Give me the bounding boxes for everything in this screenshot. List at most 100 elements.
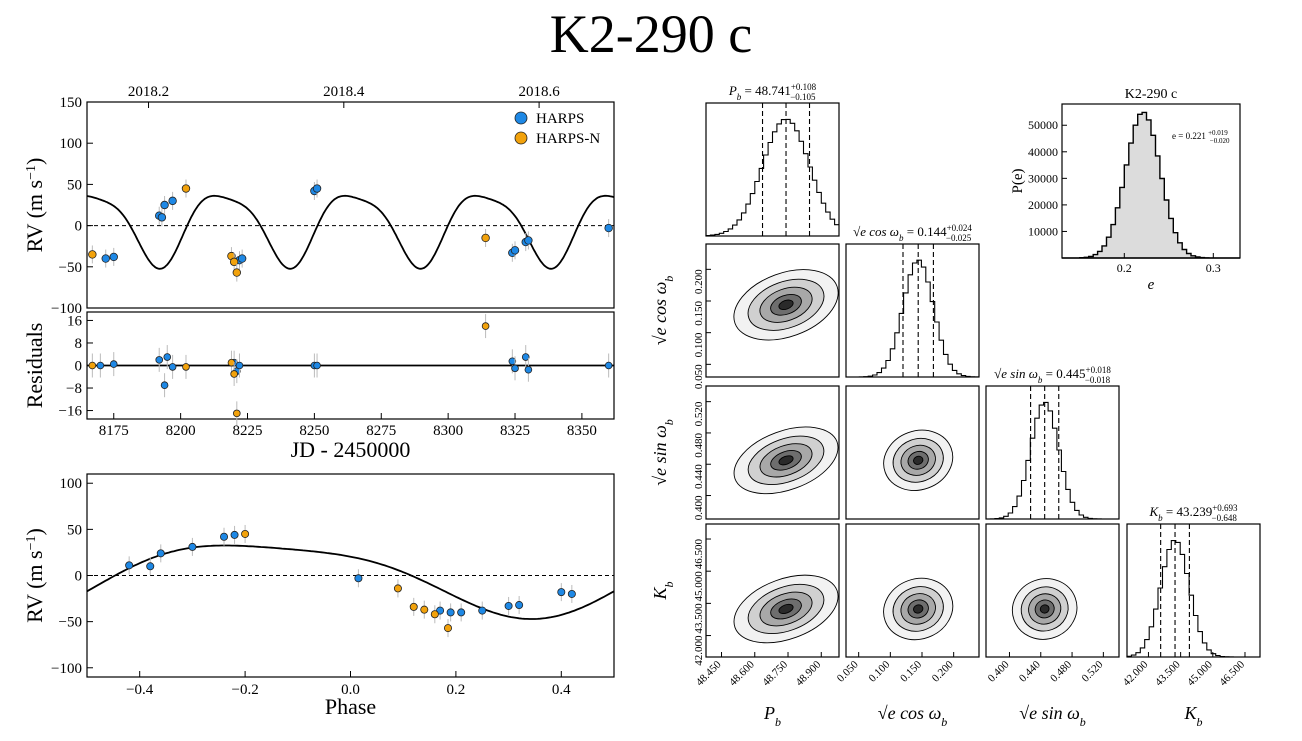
corner-contour-level bbox=[778, 455, 794, 466]
corner-ytick-label: 46.500 bbox=[693, 539, 705, 570]
corner-title-1: √e cos ωb = 0.144+0.024 −0.025 bbox=[853, 223, 972, 243]
residual-point-harps bbox=[235, 361, 244, 370]
rv-phase-point-harpsn bbox=[420, 605, 429, 614]
corner-ytick-label: 0.440 bbox=[693, 464, 705, 489]
rv-time-point-harpsn bbox=[88, 250, 97, 259]
corner-ytick-label: 43.500 bbox=[693, 603, 705, 634]
corner-xlabel-2: √e sin ωb bbox=[1019, 703, 1086, 729]
residuals-xtick-label: 8325 bbox=[500, 423, 530, 439]
rv-time-ytick-label: 150 bbox=[60, 95, 83, 111]
rv-phase-point-harps bbox=[125, 561, 134, 570]
corner-panel-frame bbox=[845, 385, 980, 520]
corner-contours-3-2 bbox=[1011, 578, 1078, 640]
corner-ytick-label: 42.000 bbox=[693, 635, 705, 666]
residual-point-harpsn bbox=[227, 358, 236, 367]
corner-ylabel-2: √e sin ωb bbox=[650, 419, 676, 486]
corner-ylabel-1: √e cos ωb bbox=[650, 276, 676, 346]
e-hist-title: K2-290 c bbox=[1125, 87, 1178, 102]
rv-phase-xtick-label: −0.4 bbox=[126, 682, 154, 698]
rv-time-point-harps bbox=[312, 184, 322, 193]
rv-time-ylabel: RV (m s−1) bbox=[22, 158, 47, 253]
corner-xtick-label: 45.000 bbox=[1185, 658, 1215, 688]
corner-contours-3-0 bbox=[733, 574, 839, 644]
rv-phase-point-harps bbox=[230, 530, 239, 539]
corner-contours-2-1 bbox=[883, 429, 954, 491]
corner-contour-level bbox=[913, 455, 924, 465]
corner-hist-1 bbox=[846, 259, 979, 378]
e-hist-xtick-label: 0.2 bbox=[1117, 261, 1132, 275]
corner-ytick-label: 0.400 bbox=[693, 495, 705, 520]
e-hist-ytick-label: 30000 bbox=[1028, 171, 1058, 185]
corner-panel-frame bbox=[705, 385, 840, 520]
rv-phase-point-harpsn bbox=[430, 610, 439, 619]
corner-ytick-label: 0.100 bbox=[693, 332, 705, 357]
rv-phase-point-harps bbox=[478, 606, 487, 615]
corner-xtick-label: 0.520 bbox=[1079, 658, 1105, 684]
corner-xtick-label: 48.600 bbox=[727, 658, 757, 688]
residual-point-harpsn bbox=[182, 363, 190, 371]
rv-phase-ytick-label: −50 bbox=[59, 615, 82, 631]
rv-phase-point-harpsn bbox=[443, 624, 452, 633]
rv-phase-point-harps bbox=[457, 608, 466, 617]
phase-xlabel: Phase bbox=[325, 694, 376, 719]
corner-title-0: Pb = 48.741+0.108 −0.105 bbox=[728, 82, 817, 102]
corner-ytick-label: 0.480 bbox=[693, 432, 705, 457]
corner-panel-frame bbox=[705, 102, 840, 237]
corner-xtick-label: 0.480 bbox=[1048, 658, 1074, 684]
residuals-ytick-label: 0 bbox=[75, 359, 83, 375]
residuals-ytick-label: 16 bbox=[67, 313, 83, 329]
rv-phase-point-harps bbox=[220, 532, 229, 541]
corner-title-2: √e sin ωb = 0.445+0.018 −0.018 bbox=[994, 365, 1111, 385]
rv-phase-xtick-label: 0.2 bbox=[447, 682, 466, 698]
corner-contours-2-0 bbox=[733, 426, 839, 495]
page-title: K2-290 c bbox=[549, 4, 753, 64]
corner-xtick-label: 0.100 bbox=[866, 658, 892, 684]
residual-point-harps bbox=[521, 353, 530, 361]
rv-phase-xtick-label: −0.2 bbox=[231, 682, 258, 698]
rv-phase-point-harps bbox=[557, 588, 566, 597]
e-hist-annotation: e = 0.221 +0.019 −0.020 bbox=[1172, 129, 1230, 145]
rv-phase-point-harpsn bbox=[241, 529, 250, 538]
corner-xlabel-1: √e cos ωb bbox=[878, 703, 948, 729]
e-hist-ylabel: P(e) bbox=[1010, 169, 1026, 194]
residual-point-harpsn bbox=[233, 409, 241, 418]
corner-xlabel-3: Kb bbox=[1183, 703, 1202, 729]
corner-ytick-label: 0.520 bbox=[693, 401, 705, 426]
rv-phase-point-harps bbox=[354, 574, 363, 583]
rv-phase-point-harps bbox=[146, 562, 155, 571]
corner-title-3: Kb = 43.239+0.693 −0.648 bbox=[1148, 503, 1238, 523]
corner-xtick-label: 0.050 bbox=[835, 658, 861, 684]
residual-point-harpsn bbox=[230, 370, 238, 378]
rv-time-ytick-label: 0 bbox=[75, 219, 83, 235]
corner-xtick-label: 0.400 bbox=[986, 658, 1012, 684]
rv-time-point-harps bbox=[109, 252, 118, 262]
rv-time-ytick-label: 50 bbox=[67, 177, 82, 193]
rv-phase-point-harpsn bbox=[409, 602, 418, 611]
residual-point-harps bbox=[508, 357, 517, 366]
e-hist-xtick-label: 0.3 bbox=[1206, 261, 1221, 275]
rv-phase-point-harps bbox=[504, 601, 513, 610]
corner-ytick-label: 45.000 bbox=[693, 571, 705, 602]
residuals-ytick-label: 8 bbox=[75, 336, 83, 352]
residual-point-harps bbox=[313, 361, 321, 370]
residuals-ylabel: Residuals bbox=[22, 323, 47, 409]
rv-phase-point-harps bbox=[446, 608, 455, 617]
jd-xlabel: JD - 2450000 bbox=[291, 437, 411, 462]
corner-contour-level bbox=[1039, 604, 1050, 614]
e-hist-ytick-label: 10000 bbox=[1028, 224, 1058, 238]
legend-marker bbox=[514, 131, 528, 145]
residual-point-harps bbox=[160, 381, 169, 390]
residual-point-harps bbox=[511, 364, 519, 373]
rv-phase-xtick-label: 0.4 bbox=[552, 682, 571, 698]
corner-panel-frame bbox=[705, 243, 840, 378]
corner-xtick-label: 0.440 bbox=[1017, 658, 1043, 684]
corner-xtick-label: 43.500 bbox=[1153, 658, 1183, 688]
rv-phase-xtick-label: 0.0 bbox=[341, 682, 360, 698]
corner-ytick-label: 0.200 bbox=[693, 269, 705, 294]
legend-label: HARPS bbox=[536, 111, 584, 127]
residuals-xtick-label: 8225 bbox=[233, 423, 263, 439]
rv-time-point-harps bbox=[237, 254, 247, 263]
rv-time-point-harps bbox=[157, 213, 167, 222]
rv-phase-point-harps bbox=[515, 601, 524, 610]
